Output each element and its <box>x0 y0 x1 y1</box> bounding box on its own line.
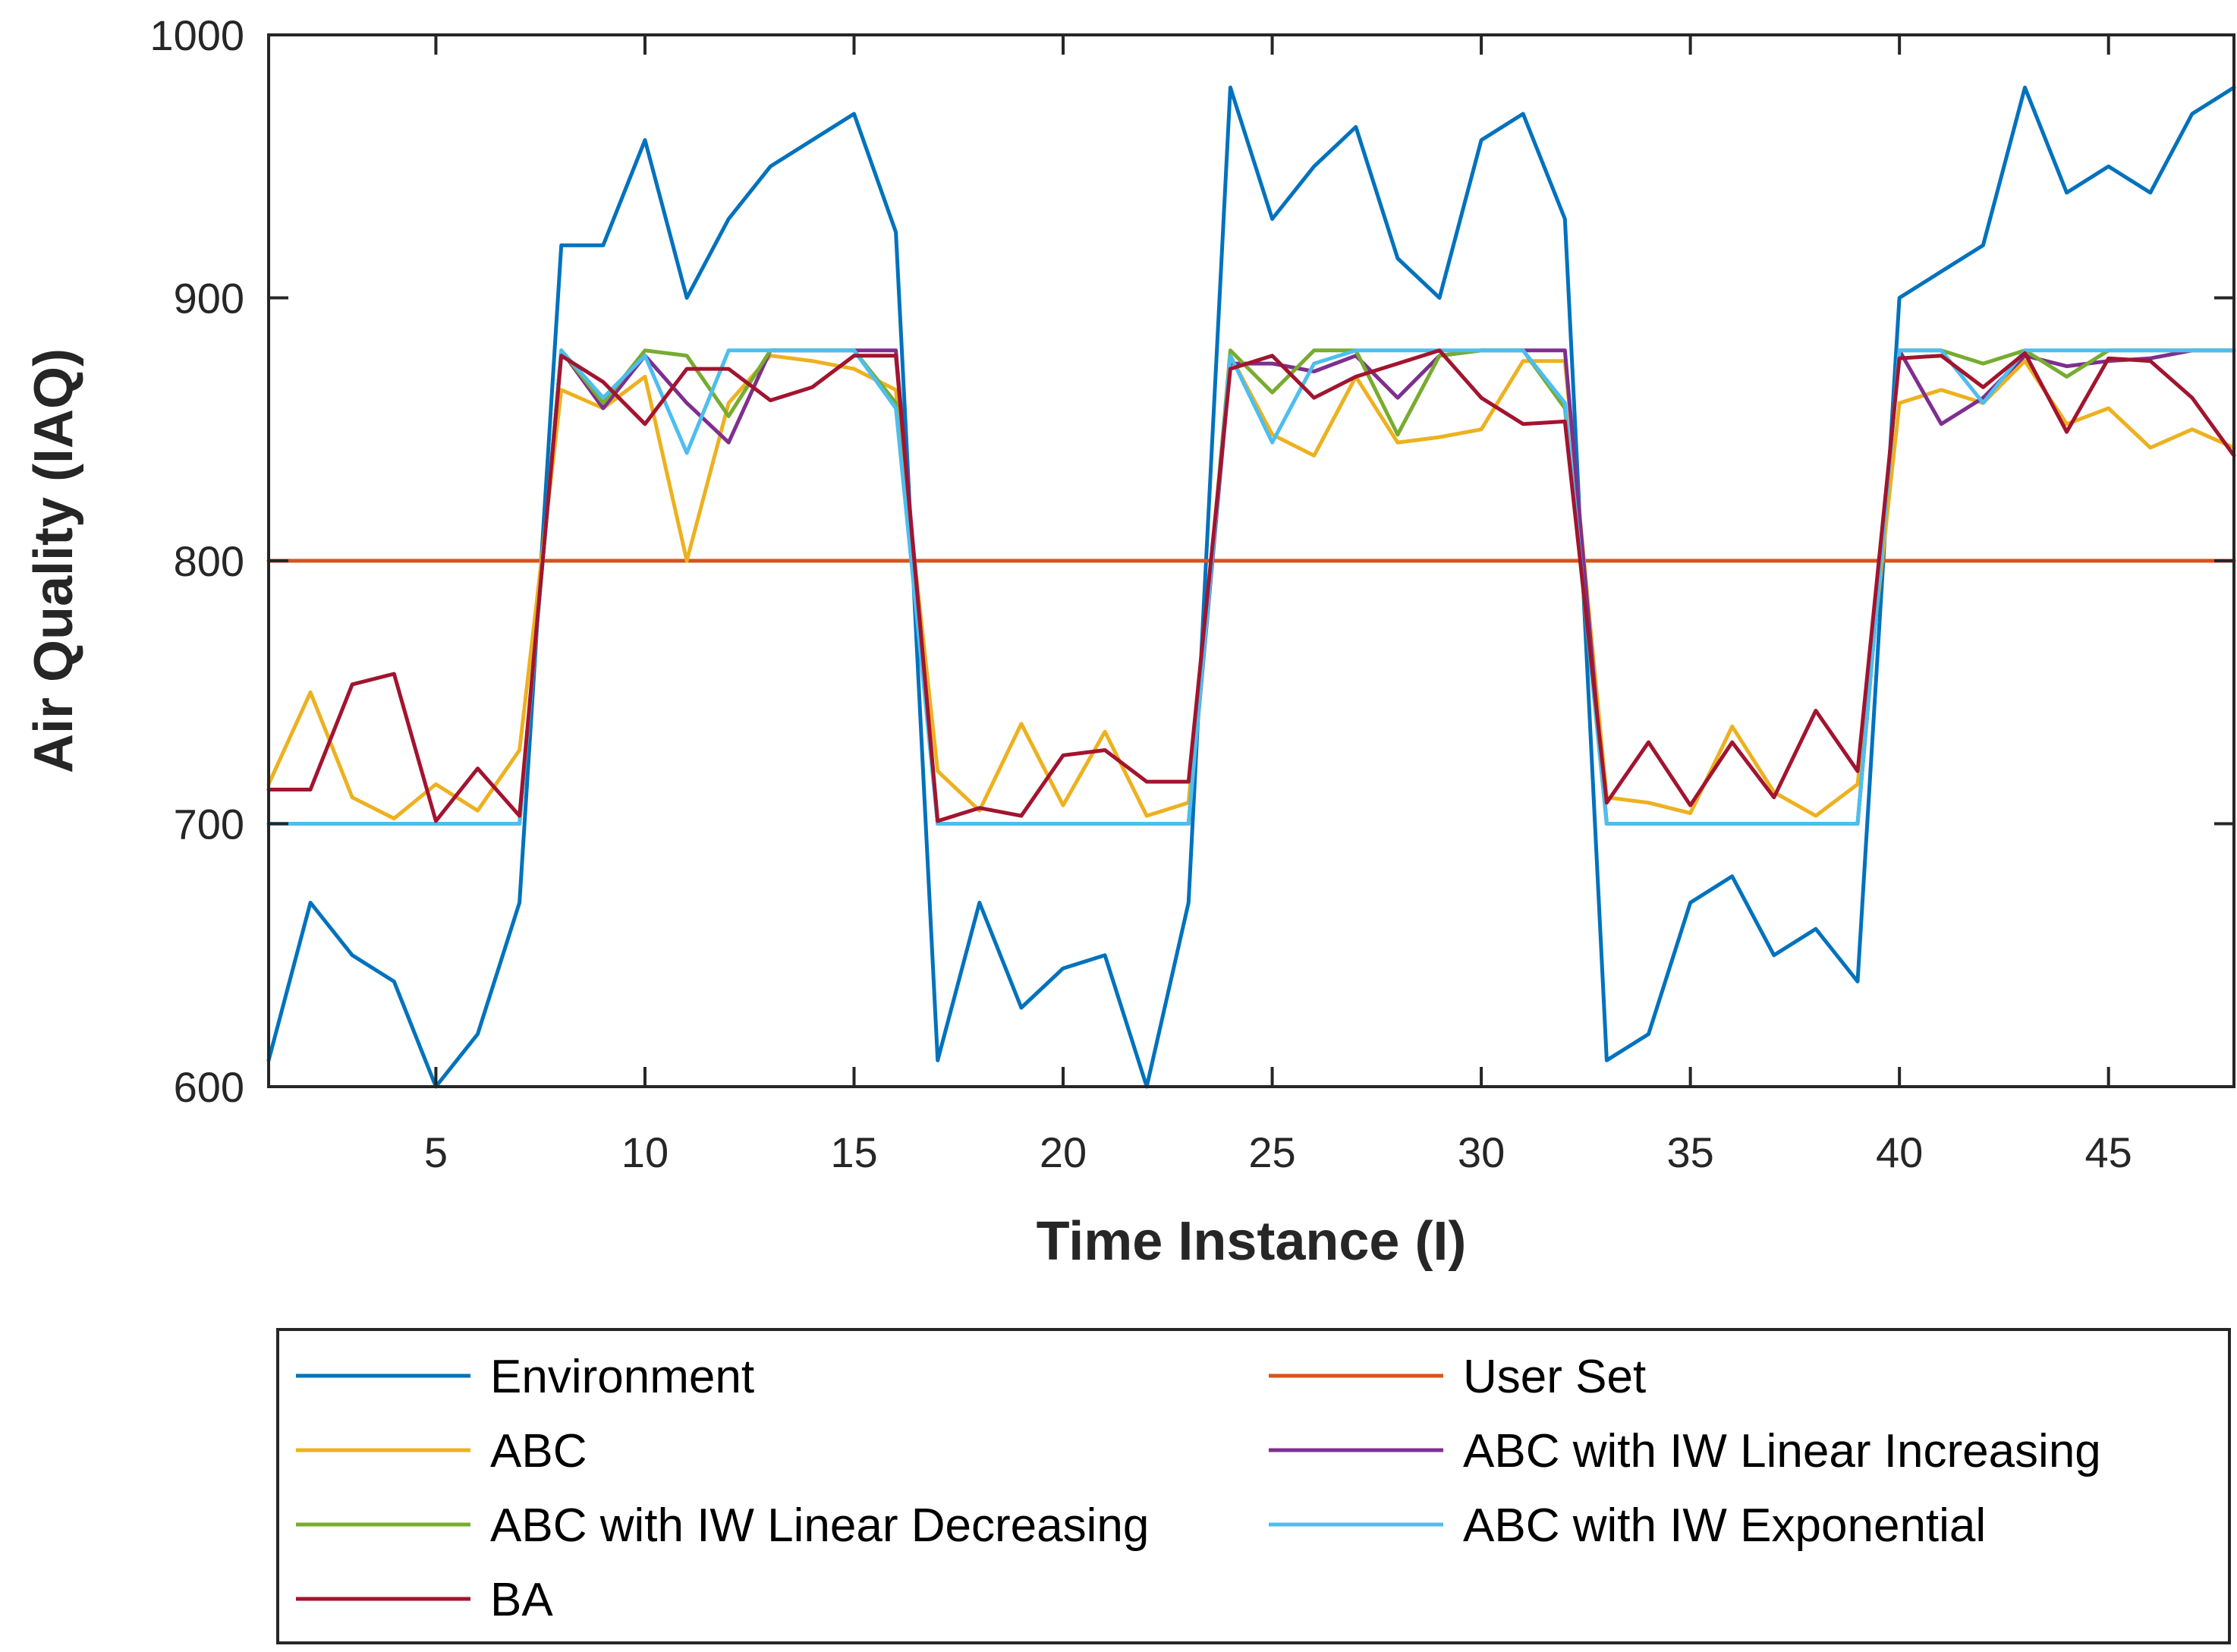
y-tick-label: 900 <box>174 275 244 323</box>
x-tick-label: 10 <box>621 1128 669 1176</box>
legend-label-abc: ABC <box>490 1425 587 1477</box>
series-line-abc-with-iw-linear-increasing <box>266 348 2236 826</box>
legend-label-user-set: User Set <box>1463 1351 1646 1403</box>
x-axis-title: Time Instance (I) <box>1037 1211 1467 1272</box>
y-tick-label: 800 <box>174 537 244 585</box>
legend: Environment User Set ABC ABC with IW Linear… <box>276 1328 2231 1644</box>
legend-label-abc-with-iw-linear-decreasing: ABC with IW Linear Decreasing <box>490 1499 1149 1552</box>
y-tick-label: 700 <box>174 801 244 848</box>
series-line-abc-with-iw-exponential <box>266 348 2236 826</box>
legend-label-abc-with-iw-linear-increasing: ABC with IW Linear Increasing <box>1463 1425 2101 1477</box>
y-tick-label: 1000 <box>149 11 244 59</box>
legend-label-ba: BA <box>490 1574 553 1626</box>
x-tick-label: 35 <box>1666 1128 1713 1176</box>
x-tick-label: 25 <box>1248 1128 1295 1176</box>
x-tick-label: 15 <box>830 1128 877 1176</box>
x-tick-label: 45 <box>2085 1128 2132 1176</box>
legend-label-environment: Environment <box>490 1351 754 1403</box>
x-tick-label: 5 <box>424 1128 448 1176</box>
tick-layer: 5 10 15 20 25 30 35 40 45 600 700 800 900 1000 <box>149 11 2234 1176</box>
series-line-abc <box>266 354 2236 821</box>
series-line-ba <box>266 348 2236 823</box>
series-layer <box>266 85 2236 1089</box>
x-tick-label: 20 <box>1040 1128 1087 1176</box>
x-tick-label: 30 <box>1458 1128 1505 1176</box>
y-axis-title: Air Quality (IAQ) <box>24 348 84 773</box>
y-tick-label: 600 <box>174 1063 244 1111</box>
series-line-environment <box>266 85 2236 1089</box>
x-tick-label: 40 <box>1876 1128 1923 1176</box>
legend-box <box>276 1328 2231 1644</box>
legend-label-abc-with-iw-exponential: ABC with IW Exponential <box>1463 1499 1986 1552</box>
